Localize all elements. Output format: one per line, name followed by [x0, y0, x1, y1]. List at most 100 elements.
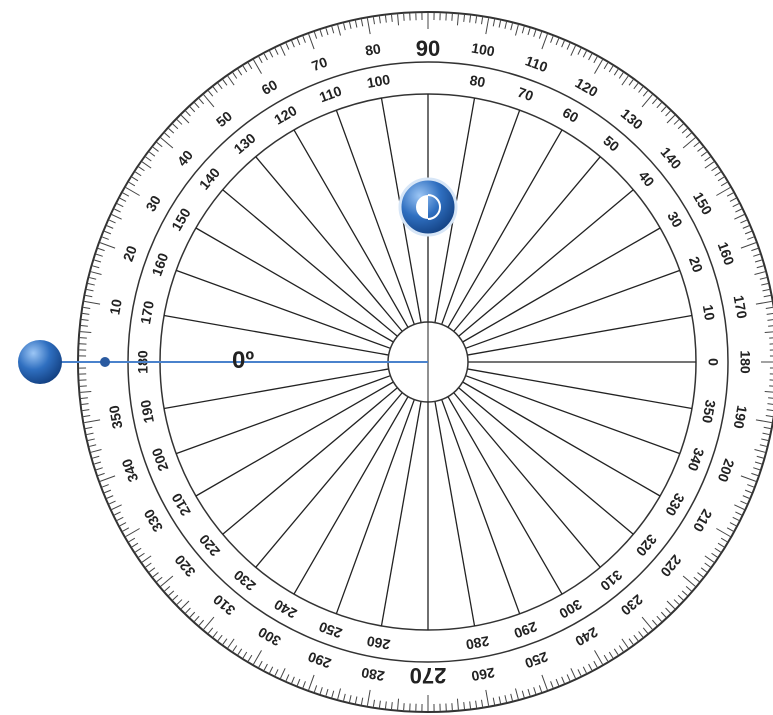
scale-tick	[85, 294, 93, 298]
scale-tick	[747, 484, 754, 488]
scale-tick	[521, 26, 525, 34]
scale-tick	[189, 106, 196, 113]
scale-tick	[744, 230, 752, 235]
scale-tick	[337, 24, 342, 36]
radial-line	[195, 381, 394, 497]
scale-tick	[768, 397, 773, 399]
scale-tick	[742, 225, 750, 229]
scale-tick	[762, 288, 770, 292]
scale-label: 10	[700, 303, 718, 321]
scale-label: 70	[309, 54, 329, 74]
scale-tick	[469, 701, 472, 709]
scale-tick	[135, 547, 142, 553]
scale-tick	[87, 283, 95, 286]
scale-tick	[754, 259, 762, 263]
scale-tick	[762, 432, 770, 436]
scale-tick	[104, 230, 112, 235]
radial-line	[255, 156, 403, 332]
radial-line	[447, 129, 563, 328]
scale-tick	[217, 82, 223, 90]
scale-tick	[765, 306, 773, 309]
radial-line	[458, 189, 634, 337]
scale-tick	[481, 17, 484, 25]
radial-line	[465, 375, 681, 455]
rotate-handle[interactable]	[18, 340, 62, 384]
scale-tick	[593, 56, 598, 64]
scale-tick	[481, 699, 484, 707]
scale-tick	[366, 18, 371, 35]
scale-tick	[514, 688, 519, 700]
scale-label: 100	[470, 40, 496, 60]
scale-tick	[700, 151, 708, 157]
scale-tick	[253, 59, 262, 74]
scale-tick	[475, 16, 478, 24]
scale-label: 30	[142, 192, 164, 214]
scale-tick	[94, 461, 102, 465]
scale-tick	[751, 472, 759, 477]
radial-line	[453, 156, 601, 332]
scale-tick	[463, 14, 465, 22]
scale-tick	[538, 685, 543, 693]
scale-label: 80	[468, 72, 486, 90]
scale-tick	[716, 528, 731, 537]
scale-tick	[81, 403, 89, 406]
scale-label: 290	[306, 649, 334, 672]
scale-tick	[337, 688, 342, 700]
scale-tick	[397, 698, 400, 710]
scale-tick	[685, 585, 692, 592]
radial-line	[175, 375, 391, 455]
scale-tick	[732, 516, 740, 521]
scale-label: 80	[364, 40, 382, 58]
scale-tick	[717, 176, 725, 182]
scale-tick	[717, 542, 725, 548]
scale-tick	[677, 594, 684, 601]
scale-tick	[740, 500, 748, 505]
scale-tick	[755, 300, 772, 305]
scale-tick	[720, 537, 728, 543]
scale-tick	[80, 397, 88, 399]
scale-tick	[172, 123, 179, 130]
scale-tick	[131, 542, 139, 548]
scale-tick	[527, 688, 531, 696]
scale-tick	[360, 697, 364, 705]
scale-tick	[128, 181, 136, 187]
scale-tick	[319, 687, 323, 695]
toggle-button[interactable]	[398, 177, 458, 237]
scale-label: 70	[516, 84, 536, 104]
scale-label: 280	[360, 665, 386, 685]
scale-tick	[102, 484, 109, 488]
scale-tick	[194, 102, 200, 109]
scale-tick	[99, 242, 116, 249]
scale-tick	[360, 19, 364, 27]
scale-tick	[765, 415, 773, 418]
scale-tick	[510, 23, 513, 31]
scale-tick	[378, 700, 381, 708]
scale-tick	[313, 31, 318, 39]
scale-tick	[227, 638, 235, 649]
scale-tick	[498, 696, 502, 704]
scale-tick	[608, 65, 614, 73]
scale-tick	[92, 265, 100, 269]
scale-tick	[711, 166, 718, 172]
radial-line	[293, 396, 409, 595]
scale-tick	[258, 660, 263, 668]
scale-tick	[594, 59, 603, 74]
scale-tick	[285, 674, 290, 682]
scale-tick	[128, 537, 136, 543]
scale-tick	[217, 634, 223, 642]
scale-tick	[325, 28, 329, 36]
scale-tick	[247, 62, 253, 70]
scale-tick	[641, 94, 653, 108]
radial-line	[465, 269, 681, 349]
scale-tick	[761, 283, 769, 286]
scale-tick	[291, 40, 295, 48]
scale-tick	[638, 631, 644, 638]
scale-tick	[354, 20, 358, 28]
scale-label: 10	[106, 298, 124, 316]
scale-tick	[85, 426, 93, 430]
scale-tick	[642, 90, 649, 97]
scale-tick	[119, 197, 127, 202]
scale-tick	[633, 82, 639, 90]
radial-line	[175, 269, 391, 349]
radial-line	[222, 387, 398, 535]
